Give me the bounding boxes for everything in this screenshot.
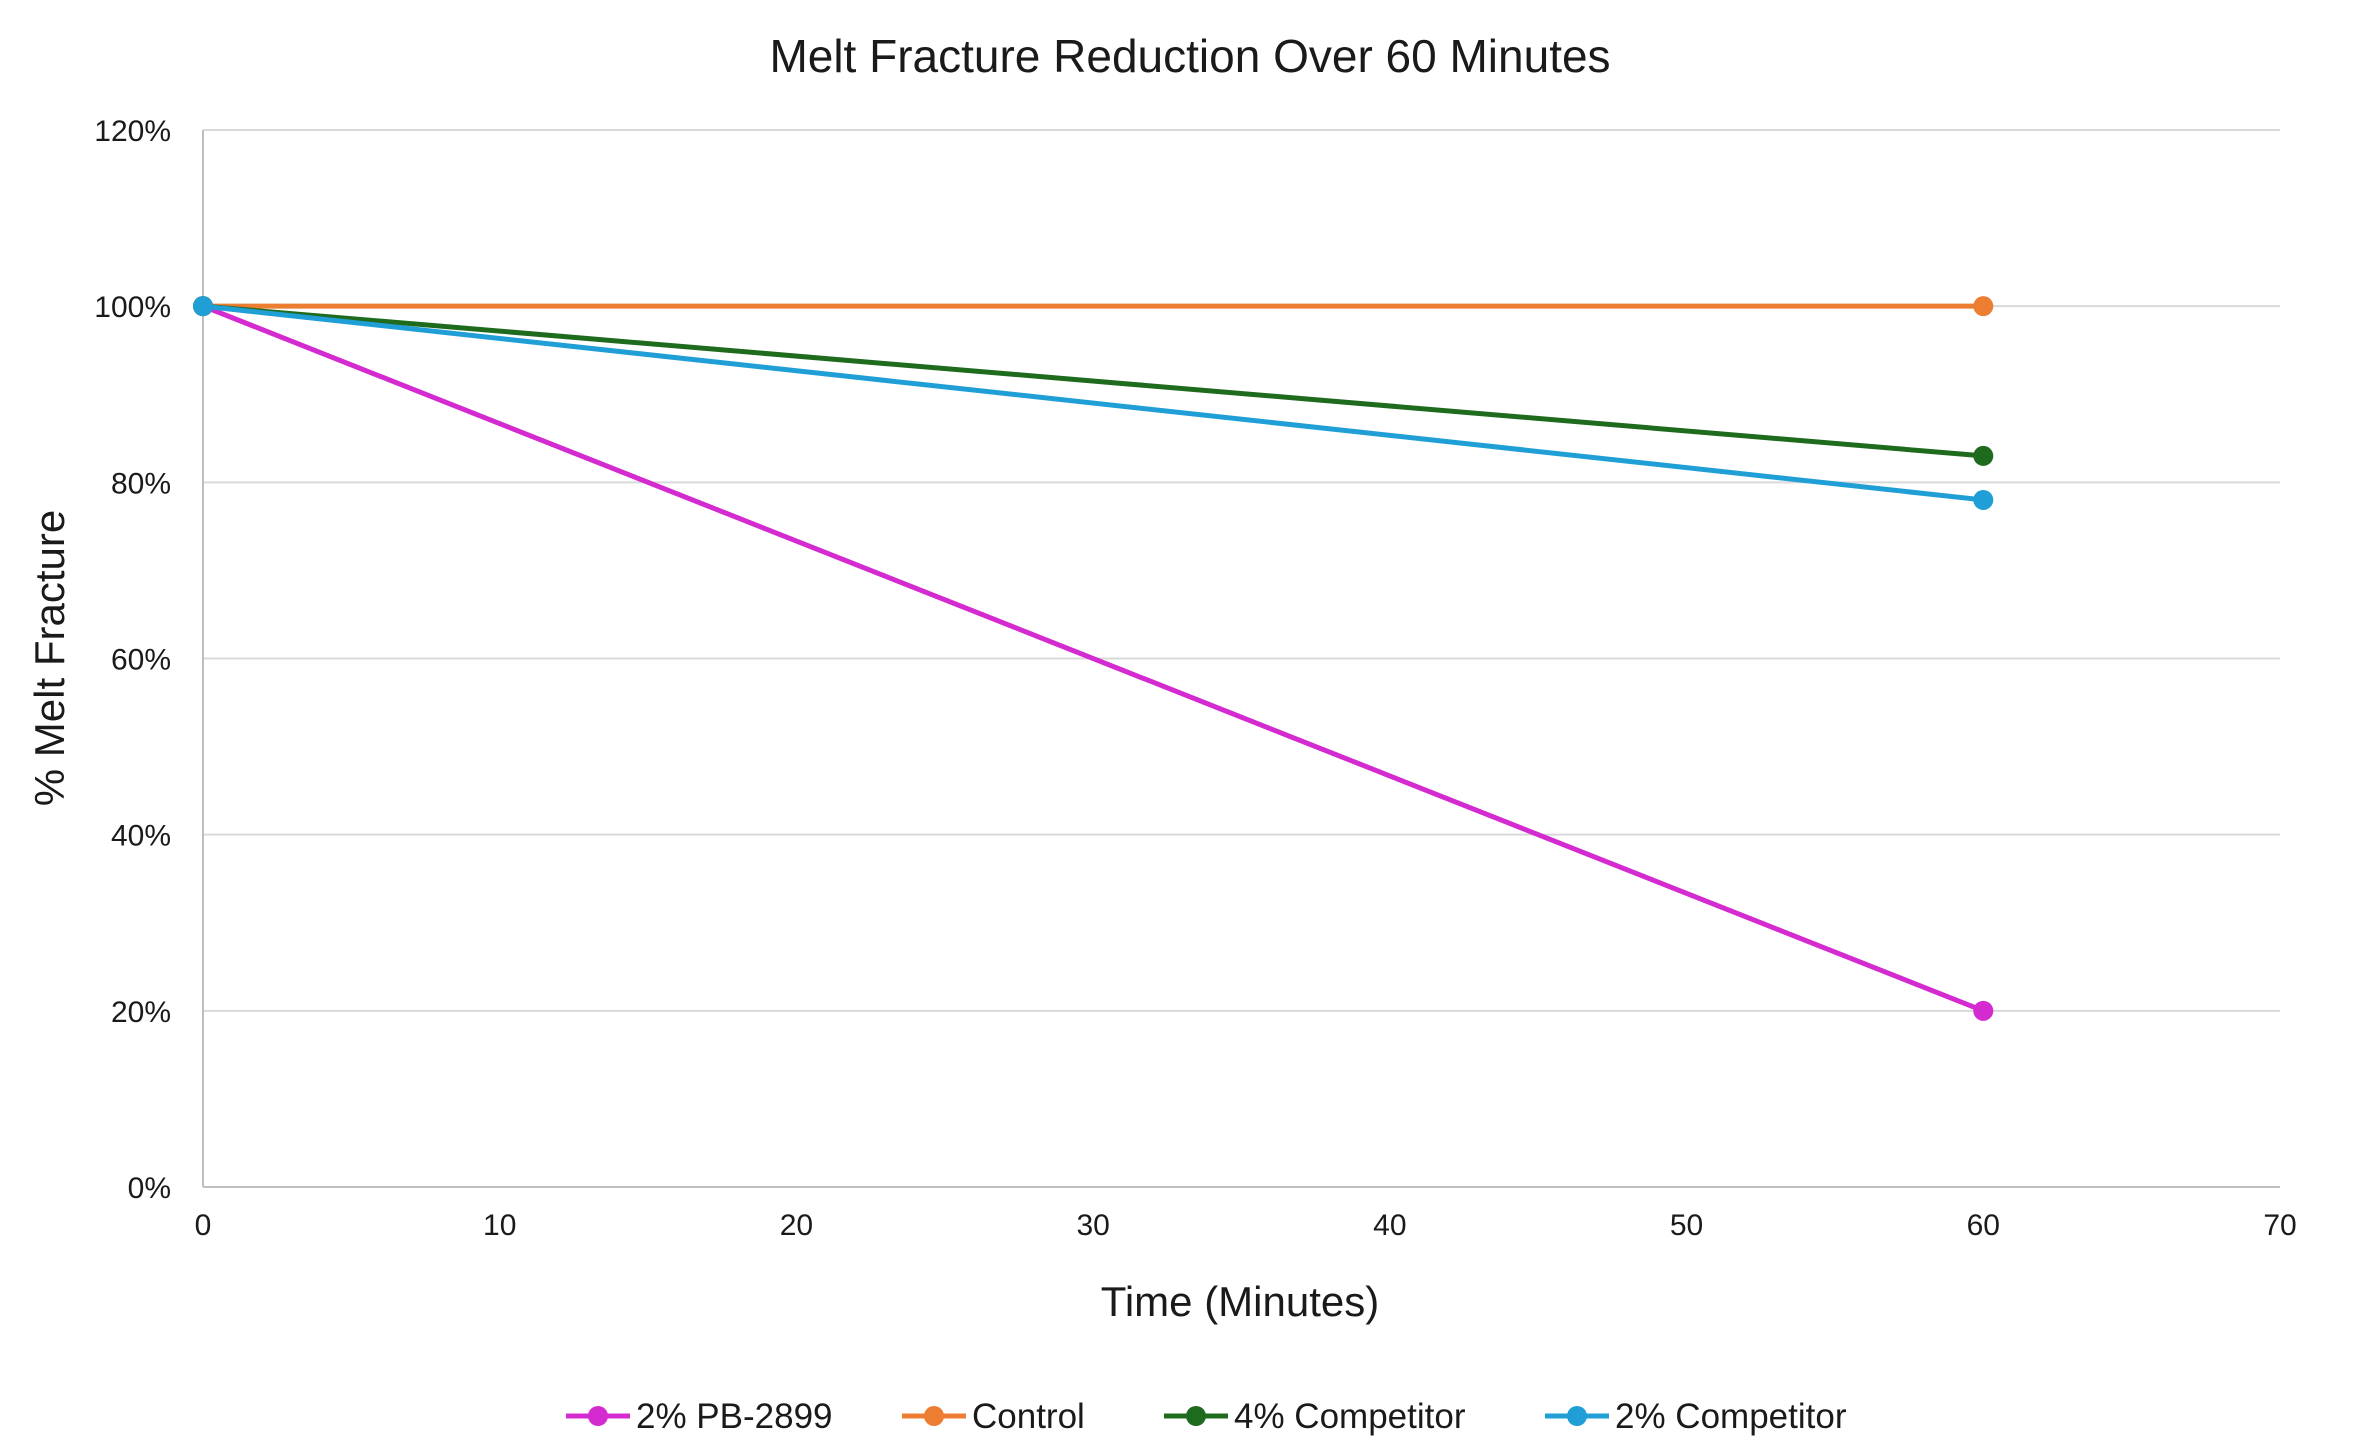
series-line <box>193 296 1994 466</box>
legend-item: 2% PB-2899 <box>566 1397 833 1436</box>
legend-label: 2% Competitor <box>1615 1397 1847 1436</box>
data-point <box>1973 1000 1994 1021</box>
legend-label: 2% PB-2899 <box>636 1397 833 1436</box>
y-tick-label: 0% <box>128 1172 171 1205</box>
x-tick-label: 30 <box>1076 1209 1109 1242</box>
legend-label: Control <box>972 1397 1085 1436</box>
data-point <box>1973 489 1994 510</box>
data-point <box>193 296 213 317</box>
x-tick-label: 10 <box>483 1209 516 1242</box>
legend-swatch-marker <box>924 1406 944 1426</box>
legend-label: 4% Competitor <box>1234 1397 1466 1436</box>
legend: 2% PB-2899 Control 4% Competitor 2% Competi… <box>566 1397 1847 1436</box>
legend-item: 4% Competitor <box>1164 1397 1466 1436</box>
series-path <box>200 303 1986 459</box>
gridlines <box>203 129 2280 1012</box>
y-tick-label: 40% <box>111 820 171 853</box>
x-tick-label: 0 <box>195 1209 212 1242</box>
legend-swatch-marker <box>1567 1406 1587 1426</box>
series-line <box>193 296 1994 317</box>
x-axis-ticks: 0 10 20 30 40 50 60 70 <box>195 1209 2297 1242</box>
series-path <box>200 303 1986 1014</box>
y-tick-label: 80% <box>111 467 171 500</box>
x-tick-label: 40 <box>1373 1209 1406 1242</box>
x-tick-label: 20 <box>780 1209 813 1242</box>
y-tick-label: 100% <box>94 291 171 324</box>
chart-title: Melt Fracture Reduction Over 60 Minutes <box>769 30 1610 82</box>
x-tick-label: 70 <box>2263 1209 2296 1242</box>
y-tick-label: 120% <box>94 115 171 148</box>
data-point <box>1973 445 1994 466</box>
series-path <box>200 303 1986 503</box>
y-axis-ticks: 0% 20% 40% 60% 80% 100% 120% <box>94 115 171 1205</box>
data-point <box>1973 296 1994 317</box>
x-tick-label: 60 <box>1967 1209 2000 1242</box>
series-group <box>193 296 1994 1021</box>
y-tick-label: 20% <box>111 996 171 1029</box>
legend-item: 2% Competitor <box>1545 1397 1847 1436</box>
x-axis-title: Time (Minutes) <box>1101 1278 1379 1325</box>
legend-item: Control <box>902 1397 1085 1436</box>
y-axis-title: % Melt Fracture <box>26 510 73 806</box>
y-tick-label: 60% <box>111 644 171 677</box>
legend-swatch-marker <box>1186 1406 1206 1426</box>
series-line <box>193 296 1994 510</box>
x-tick-label: 50 <box>1670 1209 1703 1242</box>
legend-swatch-marker <box>588 1406 608 1426</box>
